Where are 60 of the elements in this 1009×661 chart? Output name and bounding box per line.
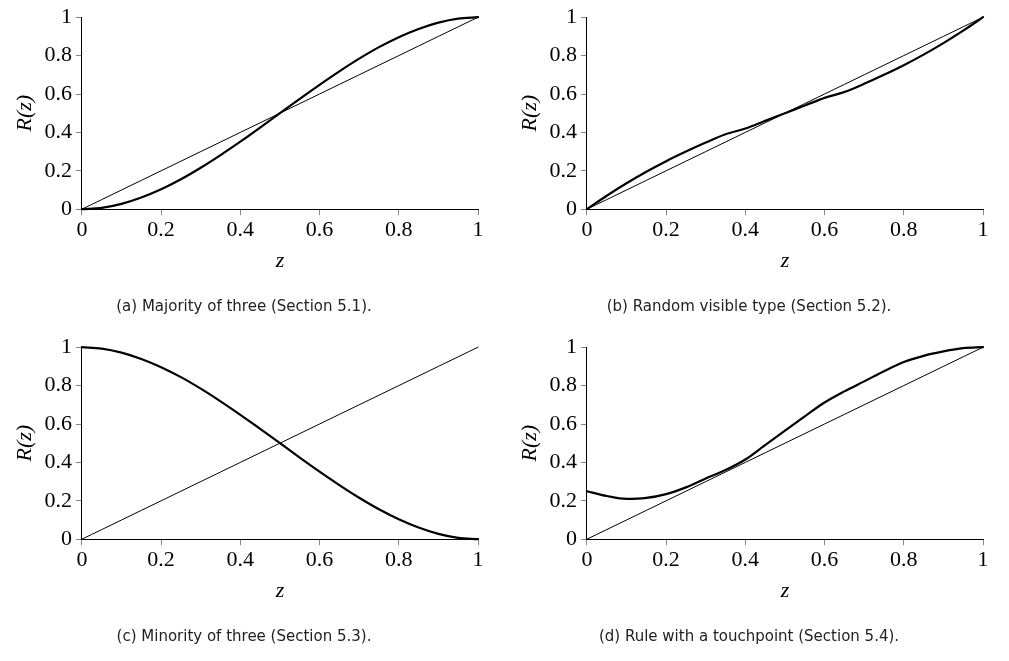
x-tick-label: 0 [581, 216, 593, 242]
x-tick-label: 1 [977, 546, 989, 572]
y-tick-label: 0 [565, 194, 577, 220]
x-tick-label: 0.4 [226, 546, 255, 572]
x-axis-title: z [779, 576, 790, 602]
text: (a) Majority of three (Section 5.1). [116, 296, 372, 315]
y-tick-label: 0 [60, 524, 72, 550]
x-tick-label: 0.4 [226, 216, 255, 242]
y-tick-label: 0.6 [549, 409, 577, 435]
x-tick-label: 0.8 [890, 546, 918, 572]
x-axis-title: z [779, 246, 790, 272]
y-tick-label: 0.6 [44, 79, 72, 105]
y-tick-label: 0.2 [549, 486, 577, 512]
x-tick-label: 0.2 [652, 546, 680, 572]
y-tick-label: 0.4 [549, 448, 577, 474]
y-axis-title: R(z) [10, 94, 36, 133]
x-tick-label: 0 [76, 216, 88, 242]
y-axis-title: R(z) [10, 424, 36, 463]
y-tick-label: 0.2 [44, 156, 72, 182]
x-tick-label: 0.6 [305, 546, 334, 572]
y-tick-label: 0.4 [44, 448, 72, 474]
x-tick-label: 0.6 [810, 216, 839, 242]
text: (c) Minority of three (Section 5.3). [116, 626, 372, 645]
x-tick-label: 1 [472, 546, 484, 572]
y-tick-label: 1 [565, 2, 577, 28]
x-tick-label: 0.8 [890, 216, 918, 242]
text: (d) Rule with a touchpoint (Section 5.4). [598, 626, 900, 645]
y-tick-label: 0.8 [549, 371, 577, 397]
y-tick-label: 1 [60, 2, 72, 28]
y-tick-label: 0.4 [44, 118, 72, 144]
x-tick-label: 0 [581, 546, 593, 572]
x-tick-label: 1 [472, 216, 484, 242]
x-tick-label: 0.4 [731, 216, 760, 242]
x-tick-label: 0.6 [305, 216, 334, 242]
y-tick-label: 0 [565, 524, 577, 550]
y-tick-label: 0 [60, 194, 72, 220]
x-axis-title: z [274, 246, 285, 272]
y-tick-label: 0.4 [549, 118, 577, 144]
y-tick-label: 0.8 [44, 41, 72, 67]
y-tick-label: 1 [565, 332, 577, 358]
x-tick-label: 0.8 [385, 546, 413, 572]
x-tick-label: 0 [76, 546, 88, 572]
x-tick-label: 0.2 [147, 216, 175, 242]
x-tick-label: 0.4 [731, 546, 760, 572]
y-axis-title: R(z) [515, 424, 541, 463]
x-axis-title: z [274, 576, 285, 602]
x-tick-label: 0.2 [147, 546, 175, 572]
y-tick-label: 0.6 [549, 79, 577, 105]
x-tick-label: 0.2 [652, 216, 680, 242]
y-tick-label: 0.2 [44, 486, 72, 512]
y-tick-label: 0.8 [549, 41, 577, 67]
y-axis-title: R(z) [515, 94, 541, 133]
x-tick-label: 0.6 [810, 546, 839, 572]
x-tick-label: 0.8 [385, 216, 413, 242]
text: (b) Random visible type (Section 5.2). [606, 296, 892, 315]
y-tick-label: 0.8 [44, 371, 72, 397]
y-tick-label: 0.2 [549, 156, 577, 182]
x-tick-label: 1 [977, 216, 989, 242]
y-tick-label: 1 [60, 332, 72, 358]
y-tick-label: 0.6 [44, 409, 72, 435]
